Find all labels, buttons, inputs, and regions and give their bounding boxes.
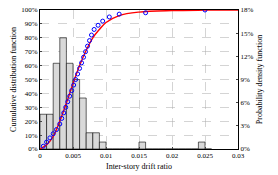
- svg-text:0%: 0%: [240, 145, 250, 153]
- svg-text:18%: 18%: [240, 6, 253, 14]
- svg-text:0.005: 0.005: [65, 152, 81, 160]
- svg-text:0.02: 0.02: [166, 152, 179, 160]
- svg-text:Probability density function: Probability density function: [255, 35, 264, 124]
- svg-text:0%: 0%: [28, 145, 38, 153]
- svg-text:0.03: 0.03: [232, 152, 245, 160]
- svg-text:15%: 15%: [240, 30, 253, 38]
- svg-text:Cumulative distribution functi: Cumulative distribution function: [9, 27, 18, 132]
- svg-text:40%: 40%: [25, 90, 38, 98]
- svg-text:80%: 80%: [25, 34, 38, 42]
- svg-text:9%: 9%: [240, 76, 250, 84]
- svg-text:20%: 20%: [25, 118, 38, 126]
- svg-text:12%: 12%: [240, 53, 253, 61]
- svg-text:3%: 3%: [240, 122, 250, 130]
- svg-text:90%: 90%: [25, 20, 38, 28]
- svg-text:0.015: 0.015: [131, 152, 147, 160]
- svg-text:0.01: 0.01: [100, 152, 113, 160]
- svg-text:50%: 50%: [25, 76, 38, 84]
- svg-text:Inter-story drift ratio: Inter-story drift ratio: [106, 162, 172, 171]
- svg-text:0.025: 0.025: [197, 152, 213, 160]
- svg-text:0: 0: [38, 152, 42, 160]
- svg-text:100%: 100%: [21, 6, 38, 14]
- svg-text:70%: 70%: [25, 48, 38, 56]
- svg-text:6%: 6%: [240, 99, 250, 107]
- svg-text:60%: 60%: [25, 62, 38, 70]
- svg-text:30%: 30%: [25, 104, 38, 112]
- svg-text:10%: 10%: [25, 132, 38, 140]
